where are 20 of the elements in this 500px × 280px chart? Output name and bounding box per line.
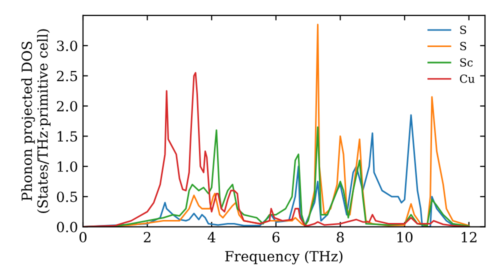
x-tick-label: 6 <box>272 232 280 242</box>
x-axis-title: Frequency (THz) <box>225 250 342 264</box>
y-axis-title: Phonon projected DOS (States/THz·primitive cell) <box>21 29 50 213</box>
x-tick-label: 4 <box>208 232 216 242</box>
x-tick-label: 0 <box>79 232 86 242</box>
y-tick-label: 3.0 <box>57 40 78 52</box>
x-tick-label: 8 <box>336 232 344 242</box>
y-tick-label: 0.0 <box>56 222 78 232</box>
legend-label: S <box>460 26 466 34</box>
x-tick-label: 2 <box>144 232 150 242</box>
y-tick-label: 2.5 <box>56 70 78 82</box>
y-tick-label: 0.5 <box>56 192 78 202</box>
y-tick-label: 1.0 <box>58 161 78 172</box>
y-tick-label: 1.5 <box>58 131 78 142</box>
x-tick-label: 10 <box>397 232 413 242</box>
x-tick-label: 12 <box>462 232 476 242</box>
y-tick-label: 2.0 <box>56 100 78 112</box>
legend-label: S <box>460 42 466 50</box>
legend-label: Cu <box>460 74 475 83</box>
legend-label: Sc <box>460 58 473 67</box>
